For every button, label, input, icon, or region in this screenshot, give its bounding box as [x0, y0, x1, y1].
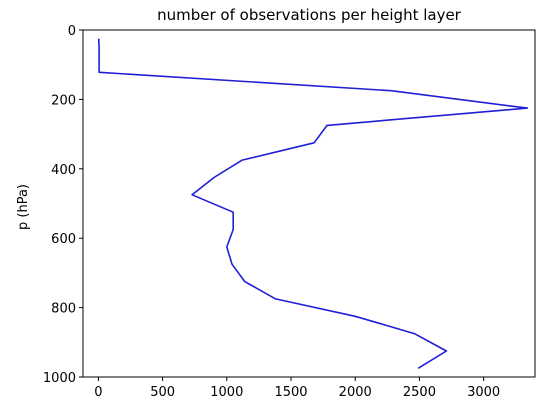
- y-tick-label-1000: 1000: [43, 371, 76, 386]
- x-tick-label-3000: 3000: [467, 385, 500, 400]
- y-tick-label-400: 400: [51, 163, 76, 178]
- x-tick-label-2500: 2500: [403, 385, 436, 400]
- y-tick-label-600: 600: [51, 232, 76, 247]
- x-tick-label-500: 500: [150, 385, 175, 400]
- x-tick-label-0: 0: [94, 385, 102, 400]
- y-tick-label-200: 200: [51, 93, 76, 108]
- y-tick-label-0: 0: [68, 24, 76, 39]
- y-tick-label-800: 800: [51, 302, 76, 317]
- x-tick-label-1000: 1000: [210, 385, 243, 400]
- plot-area: 0 500 1000 1500 2000 2500 3000 0 200 400 600 800 100…: [43, 24, 529, 400]
- x-tick-label-1500: 1500: [274, 385, 307, 400]
- chart-title: number of observations per height layer: [157, 6, 462, 24]
- x-tick-label-2000: 2000: [339, 385, 372, 400]
- y-axis-label: p (hPa): [16, 184, 31, 230]
- series-line-0: [97, 38, 529, 369]
- plot-frame: [82, 29, 536, 378]
